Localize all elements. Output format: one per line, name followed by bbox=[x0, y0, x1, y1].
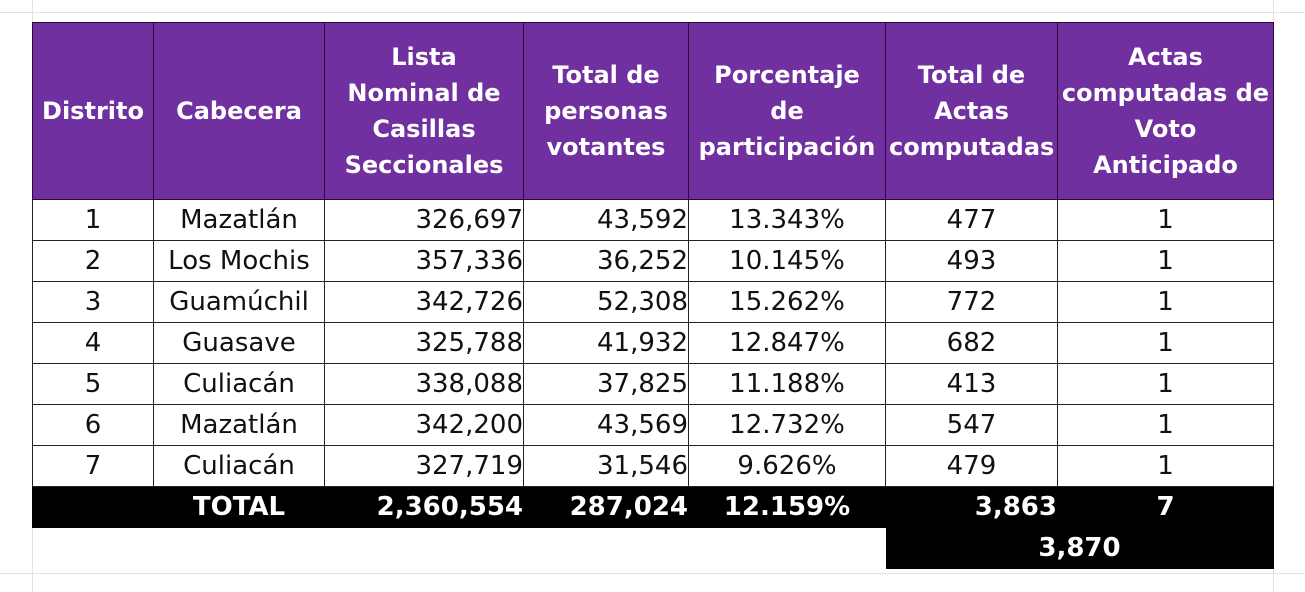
table-row: 4 Guasave 325,788 41,932 12.847% 682 1 bbox=[32, 322, 1274, 364]
cell-porcentaje: 11.188% bbox=[688, 363, 886, 405]
cell-cabecera: Guamúchil bbox=[153, 281, 325, 323]
sheet-gridline bbox=[0, 12, 1305, 13]
cell-actas-anticipado: 1 bbox=[1057, 281, 1274, 323]
cell-actas-anticipado: 1 bbox=[1057, 363, 1274, 405]
total-label: TOTAL bbox=[153, 486, 325, 528]
header-porcentaje: Porcentaje de participación bbox=[688, 22, 886, 200]
header-total-actas: Total de Actas computadas bbox=[885, 22, 1058, 200]
cell-distrito: 7 bbox=[32, 445, 154, 487]
total-actas-anticipado: 7 bbox=[1057, 486, 1274, 528]
cell-cabecera: Los Mochis bbox=[153, 240, 325, 282]
total-porcentaje: 12.159% bbox=[688, 486, 886, 528]
empty-spacer-cell bbox=[33, 528, 886, 569]
table-row: 3 Guamúchil 342,726 52,308 15.262% 772 1 bbox=[32, 281, 1274, 323]
cell-distrito: 2 bbox=[32, 240, 154, 282]
header-row: Distrito Cabecera Lista Nominal de Casil… bbox=[32, 22, 1274, 200]
cell-total-votantes: 52,308 bbox=[523, 281, 689, 323]
total-row: TOTAL 2,360,554 287,024 12.159% 3,863 7 bbox=[32, 486, 1274, 528]
cell-porcentaje: 15.262% bbox=[688, 281, 886, 323]
grand-total-row: 3,870 bbox=[33, 527, 1274, 569]
cell-cabecera: Culiacán bbox=[153, 445, 325, 487]
cell-actas-anticipado: 1 bbox=[1057, 240, 1274, 282]
cell-total-actas: 493 bbox=[885, 240, 1058, 282]
sheet-gridline bbox=[0, 573, 1305, 574]
cell-porcentaje: 12.732% bbox=[688, 404, 886, 446]
total-total-votantes: 287,024 bbox=[523, 486, 689, 528]
cell-total-actas: 772 bbox=[885, 281, 1058, 323]
cell-cabecera: Mazatlán bbox=[153, 199, 325, 241]
cell-porcentaje: 12.847% bbox=[688, 322, 886, 364]
cell-total-actas: 682 bbox=[885, 322, 1058, 364]
table-row: 2 Los Mochis 357,336 36,252 10.145% 493 … bbox=[32, 240, 1274, 282]
cell-total-votantes: 36,252 bbox=[523, 240, 689, 282]
cell-porcentaje: 13.343% bbox=[688, 199, 886, 241]
table-row: 6 Mazatlán 342,200 43,569 12.732% 547 1 bbox=[32, 404, 1274, 446]
cell-distrito: 6 bbox=[32, 404, 154, 446]
total-empty-cell bbox=[32, 486, 154, 528]
cell-lista-nominal: 327,719 bbox=[324, 445, 524, 487]
cell-lista-nominal: 326,697 bbox=[324, 199, 524, 241]
table-row: 5 Culiacán 338,088 37,825 11.188% 413 1 bbox=[32, 363, 1274, 405]
cell-total-votantes: 37,825 bbox=[523, 363, 689, 405]
header-cabecera: Cabecera bbox=[153, 22, 325, 200]
total-lista-nominal: 2,360,554 bbox=[324, 486, 524, 528]
cell-actas-anticipado: 1 bbox=[1057, 199, 1274, 241]
header-total-votantes: Total de personas votantes bbox=[523, 22, 689, 200]
cell-distrito: 1 bbox=[32, 199, 154, 241]
sheet-gridline bbox=[1273, 0, 1274, 592]
cell-cabecera: Guasave bbox=[153, 322, 325, 364]
cell-distrito: 5 bbox=[32, 363, 154, 405]
cell-total-votantes: 43,569 bbox=[523, 404, 689, 446]
cell-lista-nominal: 357,336 bbox=[324, 240, 524, 282]
cell-lista-nominal: 342,200 bbox=[324, 404, 524, 446]
cell-porcentaje: 10.145% bbox=[688, 240, 886, 282]
header-actas-anticipado: Actas computadas de Voto Anticipado bbox=[1057, 22, 1274, 200]
total-total-actas: 3,863 bbox=[885, 486, 1058, 528]
cell-cabecera: Culiacán bbox=[153, 363, 325, 405]
cell-total-actas: 547 bbox=[885, 404, 1058, 446]
grand-total: 3,870 bbox=[885, 527, 1274, 569]
cell-total-votantes: 43,592 bbox=[523, 199, 689, 241]
results-table: Distrito Cabecera Lista Nominal de Casil… bbox=[32, 22, 1274, 569]
cell-distrito: 3 bbox=[32, 281, 154, 323]
cell-total-votantes: 41,932 bbox=[523, 322, 689, 364]
cell-lista-nominal: 325,788 bbox=[324, 322, 524, 364]
cell-lista-nominal: 342,726 bbox=[324, 281, 524, 323]
cell-total-actas: 479 bbox=[885, 445, 1058, 487]
cell-actas-anticipado: 1 bbox=[1057, 404, 1274, 446]
cell-distrito: 4 bbox=[32, 322, 154, 364]
cell-lista-nominal: 338,088 bbox=[324, 363, 524, 405]
cell-total-votantes: 31,546 bbox=[523, 445, 689, 487]
header-distrito: Distrito bbox=[32, 22, 154, 200]
cell-total-actas: 413 bbox=[885, 363, 1058, 405]
cell-porcentaje: 9.626% bbox=[688, 445, 886, 487]
cell-actas-anticipado: 1 bbox=[1057, 445, 1274, 487]
cell-total-actas: 477 bbox=[885, 199, 1058, 241]
header-lista-nominal: Lista Nominal de Casillas Seccionales bbox=[324, 22, 524, 200]
table-row: 1 Mazatlán 326,697 43,592 13.343% 477 1 bbox=[32, 199, 1274, 241]
cell-cabecera: Mazatlán bbox=[153, 404, 325, 446]
table-row: 7 Culiacán 327,719 31,546 9.626% 479 1 bbox=[32, 445, 1274, 487]
cell-actas-anticipado: 1 bbox=[1057, 322, 1274, 364]
